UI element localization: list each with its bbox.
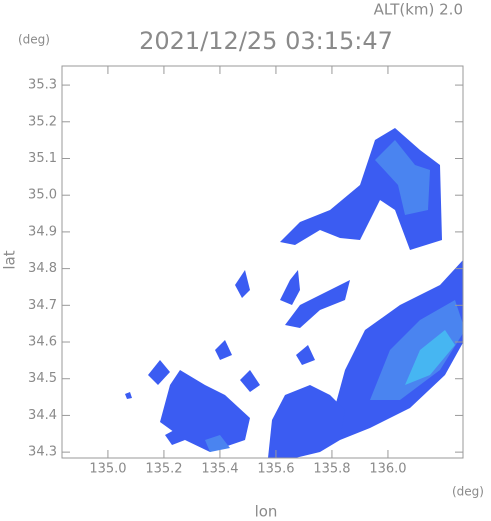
y-tick-label: 34.7 bbox=[28, 298, 57, 313]
radar-echoes bbox=[125, 128, 463, 458]
echo bbox=[205, 435, 230, 452]
chart-title: 2021/12/25 03:15:47 bbox=[139, 27, 393, 55]
annotation: ALT(km) 2.0 bbox=[374, 1, 463, 19]
y-tick-label: 35.3 bbox=[28, 78, 57, 93]
echo bbox=[165, 428, 185, 445]
echo bbox=[296, 345, 315, 365]
y-tick-label: 35.1 bbox=[28, 151, 57, 166]
echo bbox=[370, 300, 463, 400]
echo bbox=[148, 360, 170, 385]
x-tick-label: 135.4 bbox=[201, 462, 238, 477]
x-tick-label: 135.6 bbox=[257, 462, 294, 477]
y-tick-label: 34.8 bbox=[28, 261, 57, 276]
echo bbox=[285, 280, 350, 328]
x-label: lon bbox=[255, 503, 278, 521]
echo bbox=[125, 392, 132, 399]
echo bbox=[160, 370, 250, 452]
y-tick-label: 34.4 bbox=[28, 408, 57, 423]
echo bbox=[375, 140, 430, 215]
x-tick-label: 136.0 bbox=[369, 462, 406, 477]
x-tick-label: 135.8 bbox=[313, 462, 350, 477]
echo bbox=[240, 370, 260, 392]
y-tick-label: 35.2 bbox=[28, 114, 57, 129]
plot-frame bbox=[61, 65, 464, 459]
y-unit: (deg) bbox=[18, 33, 50, 47]
x-unit: (deg) bbox=[452, 485, 484, 499]
y-tick-label: 34.3 bbox=[28, 445, 57, 460]
x-tick-label: 135.2 bbox=[145, 462, 182, 477]
y-tick-label: 35.0 bbox=[28, 188, 57, 203]
y-label: lat bbox=[1, 250, 19, 269]
echo bbox=[215, 340, 232, 360]
echo bbox=[268, 385, 345, 458]
echo bbox=[235, 270, 250, 298]
y-tick-label: 34.5 bbox=[28, 371, 57, 386]
echo bbox=[405, 330, 455, 385]
y-tick-label: 34.6 bbox=[28, 335, 57, 350]
y-tick-label: 34.9 bbox=[28, 224, 57, 239]
x-tick-label: 135.0 bbox=[89, 462, 126, 477]
echo bbox=[280, 270, 300, 305]
